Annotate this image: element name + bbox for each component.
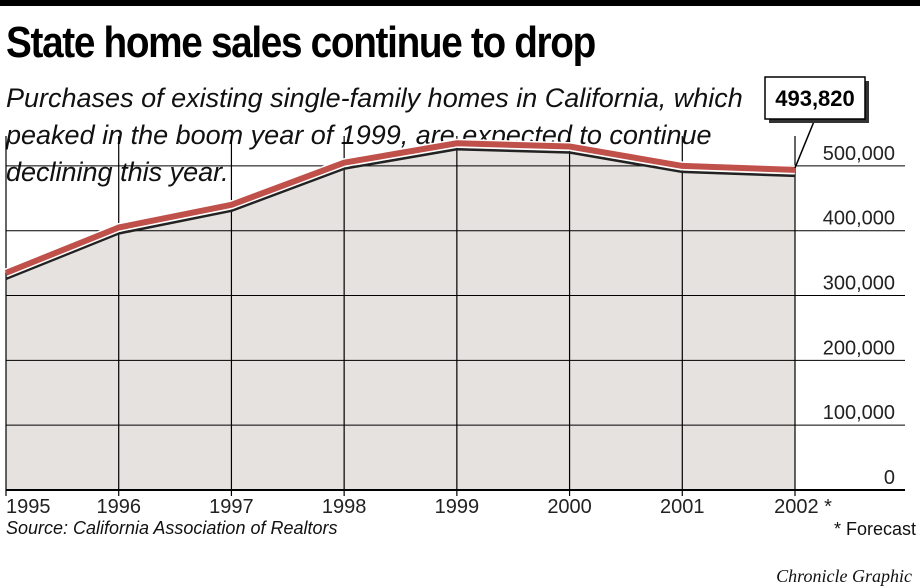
y-tick-label: 500,000 bbox=[823, 143, 895, 165]
x-tick-label: 2002 * bbox=[774, 496, 832, 518]
y-tick-label: 300,000 bbox=[823, 273, 895, 295]
series-line-shadow bbox=[5, 147, 796, 281]
x-tick-label: 1997 bbox=[209, 496, 254, 518]
annotation-box bbox=[764, 76, 866, 120]
area-fill bbox=[6, 143, 795, 491]
source-note: Source: California Association of Realto… bbox=[6, 518, 338, 538]
annotation-label: 493,820 bbox=[775, 86, 855, 111]
chart-title: State home sales continue to drop bbox=[6, 18, 596, 67]
x-tick-label: 1996 bbox=[96, 496, 141, 518]
series-line bbox=[4, 140, 796, 276]
x-tick-label: 1999 bbox=[435, 496, 480, 518]
x-tick-label: 1998 bbox=[322, 496, 367, 518]
y-tick-label: 200,000 bbox=[823, 337, 895, 359]
x-tick-label: 2001 bbox=[660, 496, 705, 518]
top-rule bbox=[0, 0, 920, 6]
y-tick-label: 100,000 bbox=[823, 402, 895, 424]
chart-subtitle: Purchases of existing single-family home… bbox=[6, 83, 743, 187]
y-tick-label: 0 bbox=[884, 467, 895, 489]
annotation-leader-line bbox=[794, 118, 816, 169]
x-tick-label: 1995 bbox=[6, 496, 51, 518]
forecast-footnote: * Forecast bbox=[833, 519, 916, 539]
y-tick-label: 400,000 bbox=[823, 208, 895, 230]
graphic-credit: Chronicle Graphic bbox=[776, 566, 912, 586]
x-tick-label: 2000 bbox=[547, 496, 592, 518]
